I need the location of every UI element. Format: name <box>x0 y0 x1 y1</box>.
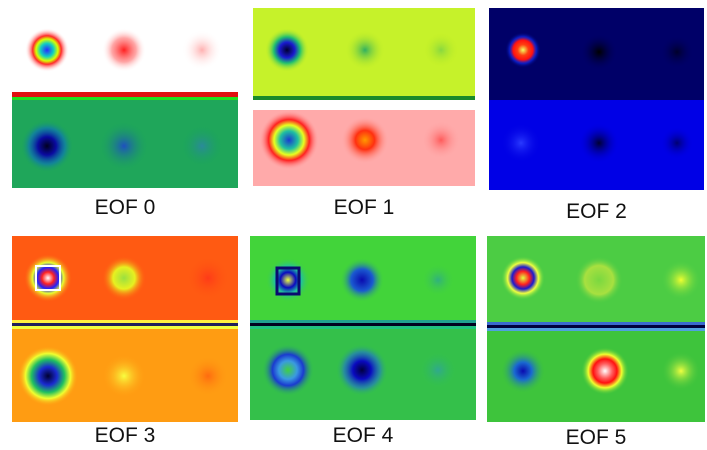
eof-5-map <box>487 236 705 422</box>
eof-4-caption: EOF 4 <box>332 424 394 447</box>
eof-1-map <box>253 8 475 186</box>
eof-3-caption: EOF 3 <box>94 424 156 447</box>
eof-5-caption: EOF 5 <box>565 426 627 449</box>
eof-2-map <box>489 8 704 190</box>
eof-1-caption: EOF 1 <box>333 196 395 219</box>
eof-2-caption: EOF 2 <box>566 200 627 223</box>
eof-4-map <box>250 236 476 420</box>
eof-0-map <box>12 8 238 188</box>
eof-3-map <box>12 236 238 422</box>
eof-0-caption: EOF 0 <box>94 196 156 219</box>
